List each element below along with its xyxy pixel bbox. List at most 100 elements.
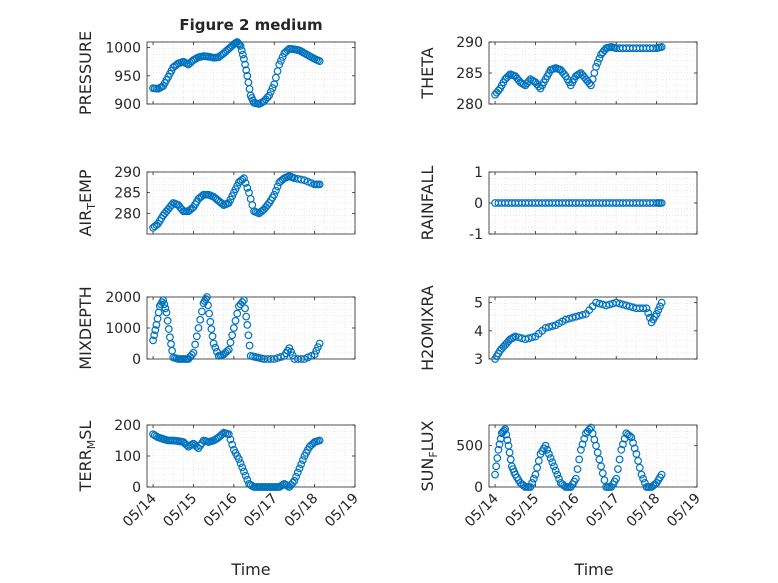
data-point	[240, 296, 248, 305]
data-point	[493, 454, 502, 462]
data-point	[629, 439, 637, 447]
data-point	[242, 66, 251, 75]
data-point	[312, 346, 321, 355]
data-point	[192, 442, 201, 451]
data-point	[233, 309, 242, 318]
y-axis-label: AIRTEMP	[76, 169, 98, 236]
data-point	[236, 42, 245, 50]
data-point	[593, 58, 602, 67]
data-point	[187, 350, 196, 359]
data-point	[639, 304, 648, 313]
data-point	[209, 339, 218, 348]
data-point	[238, 298, 247, 307]
data-point	[495, 440, 504, 449]
data-point	[151, 326, 160, 334]
data-point	[592, 441, 600, 450]
x-tick-label: 05/16	[543, 490, 583, 530]
x-tick-label: 05/14	[120, 490, 160, 530]
data-point	[211, 343, 220, 352]
data-point	[614, 465, 622, 473]
data-point	[612, 298, 621, 307]
y-tick-label: -1	[469, 227, 483, 243]
data-point	[245, 85, 254, 93]
data-point	[652, 310, 661, 318]
data-point	[187, 440, 196, 449]
data-point	[546, 454, 555, 462]
data-point	[150, 331, 159, 340]
data-point	[528, 478, 536, 487]
data-point	[600, 476, 609, 485]
x-axis-label-left: Time	[230, 560, 270, 579]
y-axis-label-subscript: F	[427, 451, 440, 457]
data-point	[501, 425, 510, 434]
data-point	[612, 474, 621, 483]
data-point	[565, 314, 574, 323]
data-point	[205, 309, 214, 318]
data-point	[315, 436, 324, 445]
data-point	[550, 462, 558, 471]
data-point	[521, 335, 530, 344]
data-point	[285, 344, 294, 353]
data-point	[226, 338, 235, 347]
y-tick-label: 5	[474, 296, 483, 312]
y-axis-label-main: H2OMIXRA	[418, 285, 437, 371]
data-point	[241, 179, 250, 187]
data-point	[298, 456, 307, 465]
data-point	[553, 470, 562, 479]
data-point	[644, 309, 653, 317]
data-point	[189, 348, 198, 357]
y-tick-label: 4	[474, 324, 483, 340]
data-point	[204, 301, 212, 310]
data-point	[551, 466, 560, 475]
data-point	[315, 180, 324, 189]
y-axis-label-main: THETA	[418, 47, 437, 99]
data-point	[568, 313, 577, 322]
data-point	[593, 448, 602, 457]
data-point	[194, 324, 203, 332]
data-point	[241, 471, 250, 480]
data-point	[278, 481, 287, 489]
y-tick-label: 280	[114, 206, 141, 222]
data-point	[241, 60, 249, 69]
data-point	[575, 455, 584, 464]
data-point	[293, 468, 302, 477]
data-point	[625, 432, 634, 440]
data-point	[617, 445, 626, 454]
data-point	[240, 55, 248, 63]
data-point	[277, 353, 285, 361]
data-point	[491, 470, 499, 479]
data-point	[273, 354, 282, 362]
data-point	[203, 293, 211, 301]
data-point	[505, 448, 514, 457]
data-point	[245, 341, 254, 350]
axes-box	[146, 296, 356, 360]
data-point	[494, 445, 503, 454]
data-point	[246, 194, 255, 203]
data-point	[207, 325, 216, 333]
data-point	[492, 462, 501, 471]
data-point	[206, 317, 215, 326]
data-point	[637, 470, 646, 479]
data-point	[529, 474, 538, 483]
data-point	[192, 332, 201, 341]
data-point	[234, 455, 243, 464]
y-axis-label-subscript: M	[85, 440, 98, 450]
x-axis-label-right: Time	[573, 560, 613, 579]
data-point	[275, 60, 284, 69]
data-point	[632, 450, 641, 458]
data-point	[625, 302, 634, 311]
figure-title: Figure 2 medium	[179, 16, 322, 34]
y-tick-label: 0	[474, 480, 483, 496]
data-point	[153, 314, 162, 323]
data-point	[164, 325, 173, 333]
subplot-theta: 280 285 290 THETA	[418, 35, 698, 113]
data-point	[500, 426, 508, 435]
data-point	[545, 450, 553, 458]
data-point	[531, 470, 540, 479]
subplot-sun: 0 500 05/14 05/15 05/16 05/17 05/18 05/19 SUNFLU…	[418, 420, 704, 530]
data-point	[243, 321, 252, 329]
y-axis-label-rest: SL	[76, 421, 95, 440]
data-point	[615, 455, 624, 464]
x-tick-label: 05/17	[241, 491, 281, 531]
x-tick-label: 05/19	[664, 491, 704, 531]
